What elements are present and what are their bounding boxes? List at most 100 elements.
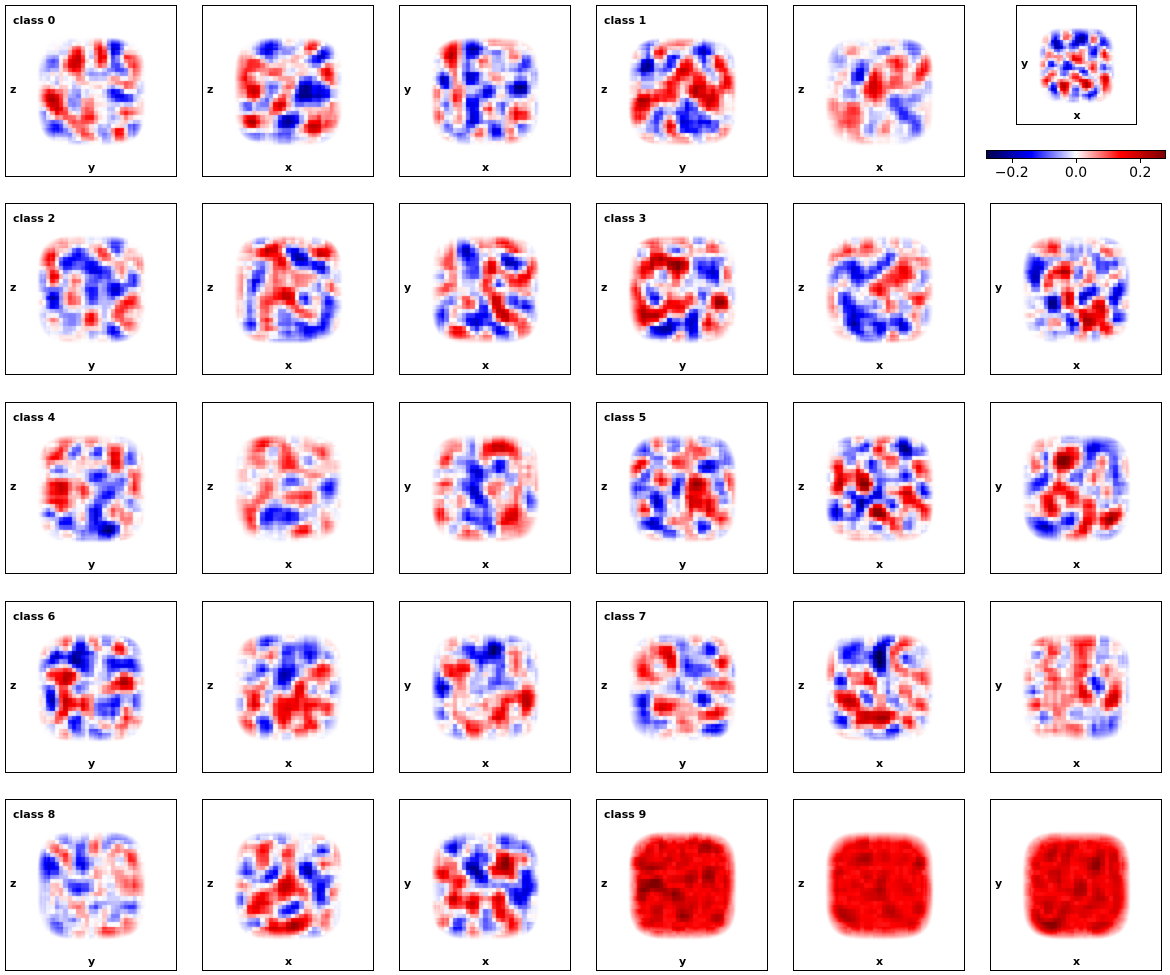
y-axis-label: z — [601, 83, 608, 96]
heatmap-image — [400, 403, 570, 573]
y-axis-label: y — [404, 877, 412, 890]
x-axis-label: y — [679, 558, 687, 571]
x-axis-label: y — [88, 558, 96, 571]
heatmap-image — [991, 204, 1161, 374]
x-axis-label: x — [1073, 109, 1081, 122]
x-axis-label: y — [679, 359, 687, 372]
heatmap-panel: class 8 y z — [5, 799, 177, 971]
x-axis-label: x — [1073, 558, 1081, 571]
y-axis-label: z — [798, 679, 805, 692]
y-axis-label: y — [404, 679, 412, 692]
y-axis-label: z — [10, 281, 17, 294]
colorbar-gradient — [986, 150, 1166, 159]
y-axis-label: z — [10, 480, 17, 493]
heatmap-image — [794, 6, 964, 176]
x-axis-label: x — [876, 955, 884, 968]
colorbar-tick — [1076, 159, 1077, 163]
heatmap-image — [203, 800, 373, 970]
panel-title: class 5 — [604, 411, 647, 424]
heatmap-panel: class 5 y z — [596, 402, 768, 574]
heatmap-image — [203, 6, 373, 176]
colorbar: −0.2 0.0 0.2 — [986, 150, 1166, 190]
heatmap-image — [400, 800, 570, 970]
y-axis-label: y — [995, 679, 1003, 692]
y-axis-label: y — [404, 281, 412, 294]
panel-title: class 1 — [604, 14, 647, 27]
y-axis-label: z — [601, 679, 608, 692]
x-axis-label: x — [876, 161, 884, 174]
x-axis-label: x — [285, 955, 293, 968]
panel-title: class 4 — [13, 411, 56, 424]
heatmap-image — [6, 6, 176, 176]
x-axis-label: y — [88, 359, 96, 372]
x-axis-label: y — [679, 161, 687, 174]
y-axis-label: y — [995, 877, 1003, 890]
x-axis-label: x — [482, 558, 490, 571]
heatmap-image — [400, 204, 570, 374]
heatmap-panel: class 3 y z — [596, 203, 768, 375]
colorbar-tick-label: 0.2 — [1129, 165, 1152, 181]
y-axis-label: z — [601, 877, 608, 890]
x-axis-label: x — [876, 558, 884, 571]
heatmap-image — [203, 602, 373, 772]
y-axis-label: y — [404, 83, 412, 96]
heatmap-image — [1017, 6, 1136, 124]
heatmap-image — [794, 602, 964, 772]
heatmap-panel: class 9 y z — [596, 799, 768, 971]
heatmap-panel: class 4 y z — [5, 402, 177, 574]
heatmap-image — [597, 800, 767, 970]
x-axis-label: x — [1073, 757, 1081, 770]
x-axis-label: x — [482, 757, 490, 770]
heatmap-image — [794, 403, 964, 573]
y-axis-label: z — [207, 83, 214, 96]
heatmap-panel: class 0 y z — [5, 5, 177, 177]
x-axis-label: x — [285, 359, 293, 372]
colorbar-tick — [1140, 159, 1142, 163]
x-axis-label: x — [482, 955, 490, 968]
x-axis-label: x — [1073, 955, 1081, 968]
y-axis-label: z — [10, 877, 17, 890]
y-axis-label: z — [10, 83, 17, 96]
panel-title: class 6 — [13, 610, 56, 623]
heatmap-image — [597, 403, 767, 573]
heatmap-panel: class 2 y z — [5, 203, 177, 375]
y-axis-label: y — [1021, 57, 1029, 70]
y-axis-label: z — [798, 83, 805, 96]
heatmap-image — [6, 403, 176, 573]
x-axis-label: x — [285, 161, 293, 174]
colorbar-tick-label: −0.2 — [994, 165, 1029, 181]
heatmap-panel: class 6 y z — [5, 601, 177, 773]
x-axis-label: x — [482, 161, 490, 174]
y-axis-label: z — [207, 679, 214, 692]
colorbar-tick-label: 0.0 — [1064, 165, 1088, 181]
heatmap-image — [6, 602, 176, 772]
panel-title: class 3 — [604, 212, 647, 225]
y-axis-label: y — [995, 281, 1003, 294]
x-axis-label: y — [88, 161, 96, 174]
heatmap-image — [6, 800, 176, 970]
panel-title: class 0 — [13, 14, 56, 27]
heatmap-image — [794, 204, 964, 374]
x-axis-label: y — [88, 757, 96, 770]
heatmap-image — [991, 800, 1161, 970]
y-axis-label: z — [798, 480, 805, 493]
y-axis-label: z — [207, 877, 214, 890]
x-axis-label: x — [876, 757, 884, 770]
heatmap-panel: class 1 y z — [596, 5, 768, 177]
